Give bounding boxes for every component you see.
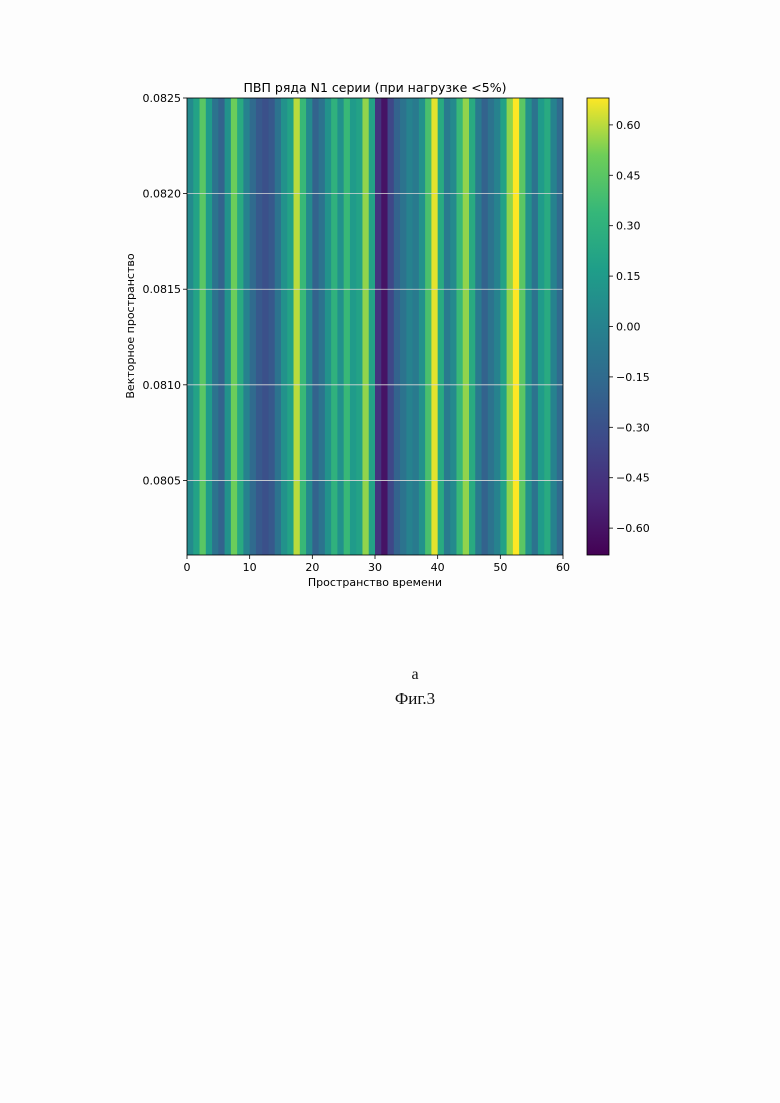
heatmap-column [438,98,445,555]
heatmap-column [362,98,369,555]
colorbar-tick-label: 0.00 [616,321,641,334]
heatmap-column [200,98,207,555]
colorbar-tick-label: −0.15 [616,371,650,384]
heatmap-column [538,98,545,555]
colorbar-tick-label: −0.60 [616,522,650,535]
colorbar-tick-label: −0.45 [616,472,650,485]
heatmap-column [381,98,388,555]
heatmap-column [275,98,282,555]
heatmap-column [513,98,520,555]
x-tick-label: 40 [431,561,445,574]
heatmap-column [231,98,238,555]
y-tick-label: 0.0810 [143,379,182,392]
heatmap-column [488,98,495,555]
heatmap-column [350,98,357,555]
heatmap-column [482,98,489,555]
heatmap-column [475,98,482,555]
heatmap-column [325,98,332,555]
heatmap-column [544,98,551,555]
heatmap-column [456,98,463,555]
colorbar-tick-label: −0.30 [616,421,650,434]
heatmap-column [406,98,413,555]
heatmap-column [463,98,470,555]
heatmap-column [550,98,557,555]
heatmap-column [193,98,200,555]
heatmap-column [369,98,376,555]
heatmap-column [319,98,326,555]
colorbar-tick-label: 0.45 [616,169,641,182]
heatmap-column [356,98,363,555]
y-axis: 0.0805 0.0810 0.0815 0.0820 0.0825 [143,92,188,487]
heatmap-column [237,98,244,555]
heatmap-column [287,98,294,555]
heatmap-column [532,98,539,555]
chart-title: ПВП ряда N1 серии (при нагрузке <5%) [244,80,507,95]
heatmap-column [375,98,382,555]
colorbar-axis: 0.60 0.45 0.30 0.15 0.00 −0.15 −0.30 −0.45 −0.60 [609,119,650,535]
heatmap-column [337,98,344,555]
heatmap-column [331,98,338,555]
heatmap-column [444,98,451,555]
x-axis-label: Пространство времени [308,576,442,589]
heatmap-column [519,98,526,555]
heatmap-column [425,98,432,555]
x-tick-label: 60 [556,561,570,574]
heatmap-column [469,98,476,555]
sub-figure-label: а [0,666,780,684]
x-tick-label: 50 [493,561,507,574]
heatmap-column [525,98,532,555]
heatmap-column [243,98,250,555]
colorbar-tick-label: 0.60 [616,119,641,132]
y-tick-label: 0.0820 [143,188,182,201]
heatmap-column [431,98,438,555]
heatmap-column [507,98,514,555]
y-tick-label: 0.0805 [143,474,182,487]
heatmap-column [413,98,420,555]
heatmap-column [344,98,351,555]
heatmap-column [306,98,313,555]
heatmap-column [218,98,225,555]
x-tick-label: 30 [368,561,382,574]
heatmap-column [281,98,288,555]
x-tick-label: 10 [243,561,257,574]
heatmap-column [250,98,257,555]
heatmap-column [268,98,275,555]
figure-label: Фиг.3 [0,689,780,709]
heatmap-column [187,98,194,555]
heatmap-column [394,98,401,555]
colorbar [587,98,609,555]
heatmap-column [419,98,426,555]
heatmap-column [294,98,301,555]
heatmap-column [262,98,269,555]
heatmap-column [494,98,501,555]
x-axis: 0 10 20 30 40 50 60 [184,555,571,574]
heatmap-column [557,98,564,555]
heatmap-column [312,98,319,555]
x-tick-label: 20 [305,561,319,574]
heatmap-column [400,98,407,555]
heatmap-column [206,98,213,555]
heatmap-column [225,98,232,555]
heatmap-cells [187,98,564,555]
colorbar-tick-label: 0.30 [616,220,641,233]
heatmap-column [500,98,507,555]
heatmap-column [256,98,263,555]
heatmap-column [300,98,307,555]
x-tick-label: 0 [184,561,191,574]
colorbar-tick-label: 0.15 [616,270,641,283]
heatmap-column [388,98,395,555]
heatmap-column [450,98,457,555]
y-tick-label: 0.0825 [143,92,182,105]
heatmap-column [212,98,219,555]
y-tick-label: 0.0815 [143,283,182,296]
y-axis-label: Векторное пространство [124,253,137,398]
